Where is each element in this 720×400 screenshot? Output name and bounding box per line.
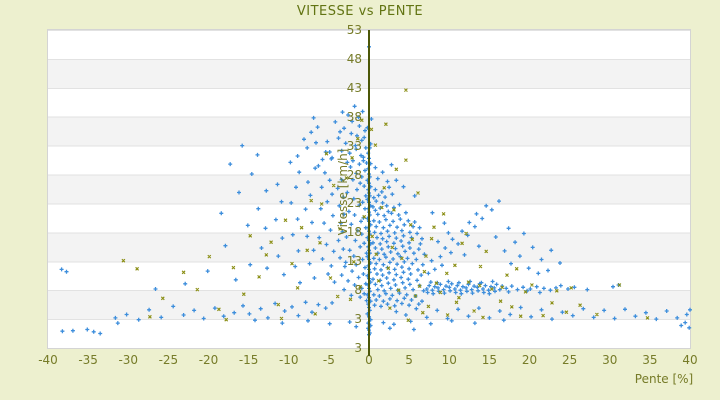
y-tick-label: 43 <box>346 80 362 95</box>
y-tick-label: 3 <box>354 312 362 327</box>
x-tick-label: -30 <box>118 353 139 367</box>
y-tick-label: 8 <box>354 283 362 298</box>
x-tick-label: 10 <box>441 353 457 367</box>
x-tick-label: -25 <box>158 353 179 367</box>
scatter-points-layer <box>59 44 692 337</box>
y-tick-label: 53 <box>346 23 362 37</box>
x-tick-label: -15 <box>238 353 259 367</box>
x-tick-label: -20 <box>198 353 219 367</box>
plot-area <box>47 29 692 356</box>
y-axis-title: Vitesse [km/h] <box>336 148 350 236</box>
x-tick-label: -10 <box>278 353 299 367</box>
y-tick-label: 3 <box>354 341 362 355</box>
y-tick-label: 33 <box>346 138 362 153</box>
series-blue-points <box>59 44 692 337</box>
y-tick-label: 18 <box>346 225 362 240</box>
x-tick-label: 40 <box>682 353 698 367</box>
x-tick-label: 15 <box>481 353 498 367</box>
x-tick-label: -40 <box>38 353 58 367</box>
x-tick-label: 20 <box>521 353 538 367</box>
y-tick-label: 48 <box>346 51 362 66</box>
y-axis-line <box>368 30 370 356</box>
chart-title: VITESSE vs PENTE <box>296 4 424 19</box>
x-tick-label: 30 <box>602 353 618 367</box>
x-tick-label: 5 <box>405 353 413 367</box>
x-tick-label: 35 <box>642 353 658 367</box>
x-tick-label: 25 <box>561 353 578 367</box>
x-tick-label: -5 <box>322 353 335 367</box>
y-tick-label: 23 <box>346 196 362 211</box>
x-tick-label: -35 <box>78 353 98 367</box>
x-tick-label: 0 <box>365 353 373 367</box>
x-axis-title: Pente [%] <box>634 372 694 386</box>
y-tick-label: 13 <box>346 254 362 269</box>
y-tick-label: 28 <box>346 167 362 182</box>
y-tick-label: 38 <box>346 109 362 124</box>
series-olive-points <box>121 88 650 323</box>
